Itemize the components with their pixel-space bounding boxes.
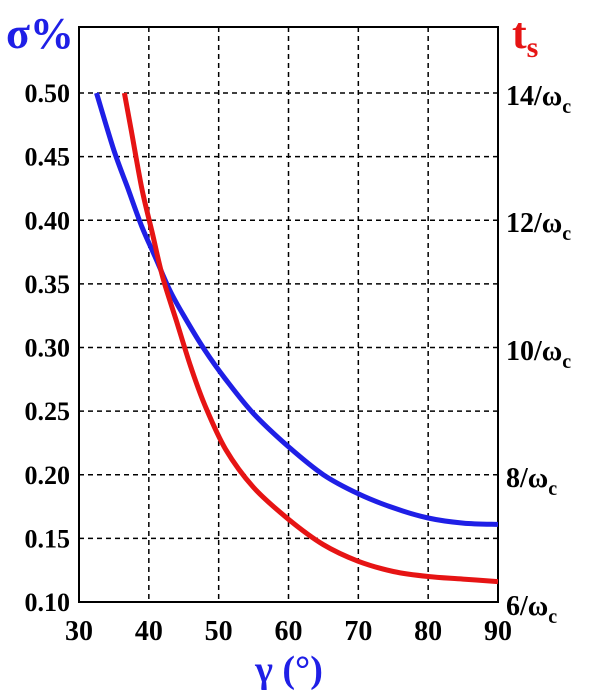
- y-left-tick-label: 0.20: [25, 461, 71, 490]
- y-left-tick-label: 0.40: [25, 206, 71, 235]
- series-line-blue: [94, 92, 499, 527]
- x-tick-label: 90: [484, 616, 512, 647]
- y-left-tick-label: 0.25: [25, 397, 71, 426]
- x-tick-label: 80: [414, 616, 442, 647]
- series-group: [94, 92, 499, 585]
- y-right-axis-label-main: t: [512, 9, 527, 58]
- x-tick-labels: 30 40 50 60 70 80 90: [65, 616, 512, 647]
- right-tick-labels: 14/ωc 12/ωc 10/ωc 8/ωc 6/ωc: [506, 81, 571, 628]
- series-line-red: [121, 92, 499, 585]
- x-tick-label: 30: [65, 616, 93, 647]
- y-left-tick-label: 0.30: [25, 334, 71, 363]
- y-left-tick-label: 0.50: [25, 79, 71, 108]
- y-right-axis-label-sub: s: [527, 31, 539, 64]
- y-right-tick-label: 8/ωc: [506, 463, 557, 500]
- x-tick-label: 40: [135, 616, 163, 647]
- grid-lines: [79, 27, 498, 602]
- y-right-tick-label: 12/ωc: [506, 208, 571, 245]
- y-left-tick-label: 0.35: [25, 270, 71, 299]
- y-right-axis-label: ts: [512, 9, 538, 64]
- left-tick-labels: 0.10 0.15 0.20 0.25 0.30 0.35 0.40 0.45 0.50: [25, 79, 71, 617]
- y-right-tick-label: 10/ωc: [506, 336, 571, 373]
- y-left-tick-label: 0.10: [25, 588, 71, 617]
- y-left-tick-label: 0.15: [25, 524, 71, 553]
- plot-frame: [78, 26, 499, 603]
- y-left-tick-label: 0.45: [25, 143, 71, 172]
- x-tick-label: 50: [205, 616, 233, 647]
- x-tick-label: 70: [344, 616, 372, 647]
- x-axis-label: γ (°): [254, 649, 323, 691]
- y-right-tick-label: 14/ωc: [506, 81, 571, 118]
- x-tick-label: 60: [275, 616, 303, 647]
- y-right-tick-label: 6/ωc: [506, 591, 557, 628]
- y-left-axis-label: σ%: [6, 9, 74, 58]
